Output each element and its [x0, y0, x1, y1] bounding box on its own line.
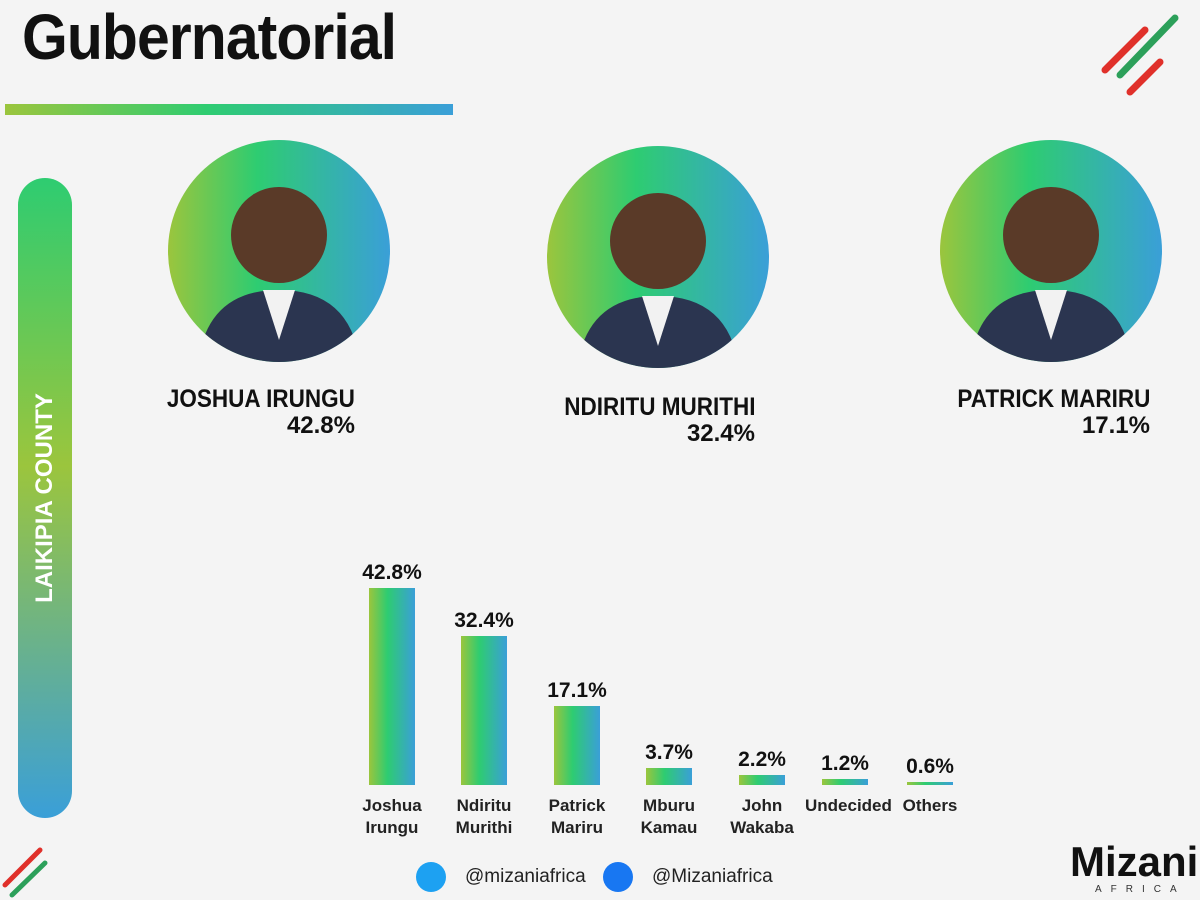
value-label: 1.2% [821, 752, 869, 776]
value-label: 42.8% [362, 561, 422, 585]
logo-tagline: AFRICA [1095, 884, 1186, 895]
bar [369, 588, 415, 785]
bar [646, 767, 692, 785]
category-label: Mburu Kamau [640, 796, 698, 837]
category-label: Undecided [805, 796, 892, 815]
facebook-icon [603, 862, 633, 892]
category-label: Ndiritu Murithi [455, 796, 513, 837]
candidate-share: 42.8% [286, 412, 355, 439]
candidate-name: JOSHUA IRUNGU [167, 385, 355, 413]
sidebar [18, 178, 72, 818]
twitter-icon [416, 862, 446, 892]
candidate-photo [940, 140, 1162, 362]
twitter-handle: @mizaniafrica [465, 866, 586, 887]
value-label: 32.4% [454, 608, 514, 632]
category-label: Joshua Irungu [362, 796, 422, 837]
bar [907, 782, 953, 785]
candidate-share: 17.1% [1081, 412, 1150, 439]
value-label: 3.7% [645, 740, 693, 764]
category-label: Others [902, 796, 958, 815]
bar [554, 706, 600, 785]
category-label: John Wakaba [730, 796, 794, 837]
logo-name: Mizani [1070, 838, 1199, 885]
value-label: 17.1% [547, 679, 607, 703]
sidebar-label: LAIKIPIA COUNTY [31, 393, 58, 603]
corner-stripes [2, 847, 48, 898]
corner-stripes [1101, 14, 1179, 96]
candidate-photo [168, 140, 390, 362]
page-title: Gubernatorial [22, 1, 397, 73]
candidate-share: 32.4% [686, 420, 755, 447]
facebook-handle: @Mizaniafrica [652, 866, 773, 887]
title-underline [5, 104, 453, 115]
bar [739, 774, 785, 785]
bar [822, 779, 868, 785]
value-label: 0.6% [906, 755, 954, 779]
candidate-name: PATRICK MARIRU [957, 385, 1150, 413]
category-label: Patrick Mariru [548, 796, 606, 837]
bar [461, 635, 507, 785]
candidate-photo [547, 146, 769, 368]
value-label: 2.2% [738, 747, 786, 771]
candidate-name: NDIRITU MURITHI [563, 393, 755, 421]
